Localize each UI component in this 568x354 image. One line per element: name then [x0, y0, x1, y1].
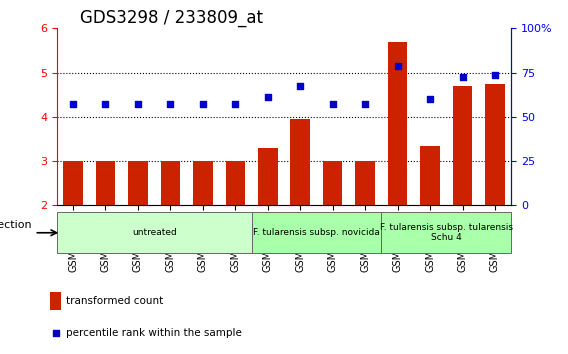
- Point: [166, 101, 175, 107]
- Point: [328, 101, 337, 107]
- Point: [133, 101, 143, 107]
- Bar: [193, 161, 212, 205]
- Point: [101, 101, 110, 107]
- Text: F. tularensis subsp. tularensis
Schu 4: F. tularensis subsp. tularensis Schu 4: [380, 223, 513, 242]
- Bar: [252, 212, 381, 253]
- Point: [458, 74, 467, 80]
- Point: [361, 101, 370, 107]
- Point: [296, 83, 305, 89]
- Text: F. tularensis subsp. novicida: F. tularensis subsp. novicida: [253, 228, 380, 237]
- Point: [69, 101, 78, 107]
- Text: transformed count: transformed count: [66, 296, 163, 306]
- Point: [198, 101, 207, 107]
- Bar: [323, 161, 343, 205]
- Point: [393, 63, 402, 69]
- Bar: [453, 86, 472, 205]
- Bar: [258, 148, 278, 205]
- Point: [374, 185, 383, 190]
- Bar: [225, 161, 245, 205]
- Bar: [381, 212, 511, 253]
- Bar: [420, 145, 440, 205]
- Text: percentile rank within the sample: percentile rank within the sample: [66, 328, 241, 338]
- Bar: [128, 161, 148, 205]
- Point: [231, 101, 240, 107]
- Bar: [356, 161, 375, 205]
- Bar: [63, 161, 83, 205]
- Text: infection: infection: [0, 219, 31, 230]
- Bar: [51, 292, 61, 310]
- Point: [490, 72, 499, 78]
- Point: [263, 94, 272, 100]
- Bar: [161, 161, 180, 205]
- Text: untreated: untreated: [132, 228, 177, 237]
- Bar: [57, 212, 252, 253]
- Point: [425, 96, 435, 102]
- Bar: [290, 119, 310, 205]
- Text: GDS3298 / 233809_at: GDS3298 / 233809_at: [80, 9, 262, 27]
- Bar: [485, 84, 505, 205]
- Bar: [388, 42, 407, 205]
- Bar: [96, 161, 115, 205]
